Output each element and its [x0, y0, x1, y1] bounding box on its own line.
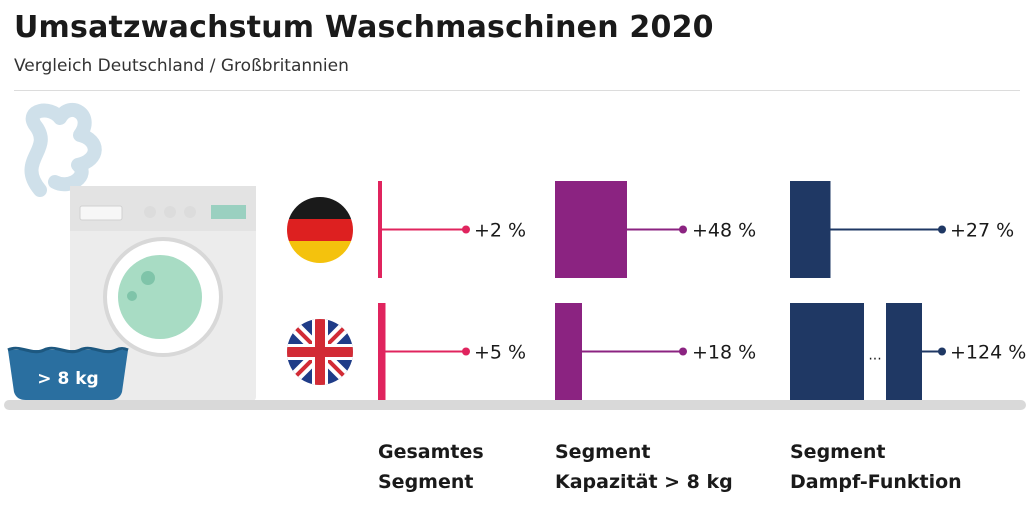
drum-bubble [141, 271, 155, 285]
steam-icon [24, 103, 102, 197]
bar [790, 181, 831, 278]
leader-dot [462, 225, 470, 234]
data-label: +124 % [950, 342, 1026, 364]
data-label: +5 % [474, 342, 526, 364]
category-label-kapazitaet: Segment Kapazität > 8 kg [555, 437, 733, 497]
machine-display [211, 205, 246, 219]
washing-machine-illustration: > 8 kg [7, 103, 256, 401]
data-label: +27 % [950, 220, 1014, 242]
bar [555, 303, 582, 400]
category-label-line1: Segment [555, 441, 651, 463]
leader-dot [462, 347, 470, 356]
leader-dot [679, 225, 687, 234]
detergent-drawer [79, 205, 123, 221]
chart-subtitle: Vergleich Deutschland / Großbritannien [14, 56, 349, 76]
axis-break-marker: ... [868, 348, 881, 364]
category-label-gesamt: Gesamtes Segment [378, 437, 484, 497]
data-label: +2 % [474, 220, 526, 242]
machine-knob-icon [184, 206, 196, 218]
title-divider [14, 90, 1020, 91]
leader-dot [938, 225, 946, 234]
bar [378, 181, 382, 278]
category-label-line2: Dampf-Funktion [790, 471, 962, 493]
chart-baseline [4, 400, 1026, 410]
chart-marks: +2 % +48 % +27 % +5 % +18 %... +124 % [378, 181, 1026, 400]
category-label-line1: Segment [790, 441, 886, 463]
uk-flag-icon [287, 319, 353, 385]
machine-knob-icon [144, 206, 156, 218]
category-label-line2: Segment [378, 471, 474, 493]
basin-icon [8, 350, 128, 400]
leader-dot [679, 347, 687, 356]
bar [378, 303, 386, 400]
leader-dot [938, 347, 946, 356]
machine-badge: > 8 kg [37, 369, 98, 389]
category-label-line1: Gesamtes [378, 441, 484, 463]
bar-segment [790, 303, 864, 400]
data-label: +18 % [692, 342, 756, 364]
data-label: +48 % [692, 220, 756, 242]
machine-drum-icon [118, 255, 202, 339]
category-label-line2: Kapazität > 8 kg [555, 471, 733, 493]
bar-segment [886, 303, 922, 400]
germany-flag-icon [287, 197, 353, 263]
bar [555, 181, 627, 278]
machine-knob-icon [164, 206, 176, 218]
chart-title: Umsatzwachstum Waschmaschinen 2020 [14, 10, 714, 45]
basin-wave [7, 346, 129, 354]
drum-bubble [127, 291, 137, 301]
category-label-dampf: Segment Dampf-Funktion [790, 437, 962, 497]
